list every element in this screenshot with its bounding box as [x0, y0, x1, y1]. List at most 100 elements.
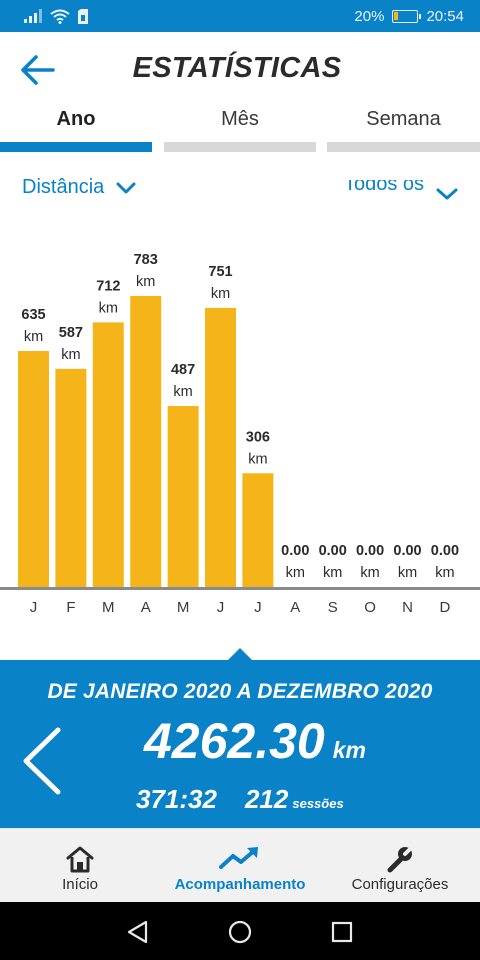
bar — [242, 473, 274, 587]
tab-year-indicator — [0, 142, 152, 152]
bar-unit-label: km — [248, 451, 267, 467]
tab-year[interactable]: Ano — [0, 104, 152, 154]
bottom-navigation: Início Acompanhamento Configurações — [0, 828, 480, 902]
bar — [55, 368, 87, 587]
bar-unit-label: km — [286, 565, 305, 581]
bar-unit-label: km — [398, 565, 417, 581]
status-icons-right: 20% 20:54 — [354, 6, 464, 26]
bar-value-label: 635 — [21, 307, 45, 323]
page-title: ESTATÍSTICAS — [132, 52, 342, 84]
bar-unit-label: km — [99, 300, 118, 316]
bar-unit-label: km — [323, 565, 342, 581]
nav-item-home-label: Início — [62, 876, 98, 893]
x-tick-label: O — [364, 599, 376, 616]
tab-week-label: Semana — [366, 108, 441, 130]
metric-dropdown[interactable]: Distância — [22, 176, 136, 199]
bar-unit-label: km — [24, 329, 43, 345]
bar-value-label: 0.00 — [393, 543, 421, 559]
recents-square-icon[interactable] — [328, 918, 356, 946]
arrow-left-icon — [21, 55, 55, 85]
nav-item-tracking[interactable]: Acompanhamento — [160, 829, 320, 903]
trend-up-icon — [219, 847, 258, 869]
wifi-icon — [50, 9, 70, 24]
x-tick-label: M — [102, 599, 115, 616]
bar-unit-label: km — [211, 286, 230, 302]
summary-meta: 371:32 212 sessões — [136, 784, 344, 815]
bar-unit-label: km — [136, 274, 155, 290]
x-tick-label: A — [141, 599, 151, 616]
status-bar: 20% 20:54 — [0, 0, 480, 32]
signal-icon — [24, 9, 42, 23]
bar-value-label: 712 — [96, 278, 120, 294]
bar-value-label: 751 — [208, 264, 232, 280]
activity-dropdown-label: Todos os — [344, 180, 425, 195]
sessions-count: 212 — [244, 784, 289, 814]
bar-unit-label: km — [360, 565, 379, 581]
battery-fill — [394, 11, 399, 20]
x-tick-label: N — [402, 599, 413, 616]
metric-dropdown-label: Distância — [22, 176, 105, 198]
battery-percent: 20% — [354, 7, 385, 25]
nav-item-settings-label: Configurações — [351, 876, 449, 893]
summary-pointer — [228, 648, 252, 660]
sim-icon — [78, 8, 88, 24]
total-distance-value: 4262.30 — [144, 713, 325, 769]
activity-dropdown[interactable]: Todos os — [340, 180, 470, 200]
tab-week[interactable]: Semana — [327, 104, 480, 154]
bar-unit-label: km — [435, 565, 454, 581]
x-tick-label: F — [66, 599, 75, 616]
total-distance-unit: km — [332, 737, 366, 763]
x-tick-label: S — [328, 599, 338, 616]
total-duration: 371:32 — [136, 784, 217, 814]
summary-total: 4262.30 km — [144, 712, 366, 770]
distance-bar-chart: 635 km J 587 km F 712 km M 783 km A 487 km M 751 km J 306 k… — [0, 252, 480, 616]
sessions-label: sessões — [292, 796, 344, 811]
tab-month-label: Mês — [221, 108, 259, 130]
bar — [92, 322, 124, 587]
bar — [130, 296, 162, 587]
back-triangle-icon[interactable] — [124, 918, 152, 946]
x-tick-label: J — [217, 599, 225, 616]
tab-year-label: Ano — [56, 108, 96, 130]
bar — [18, 351, 49, 587]
nav-item-home[interactable]: Início — [0, 829, 160, 903]
previous-period-button[interactable] — [18, 726, 66, 796]
bar-value-label: 487 — [171, 362, 195, 378]
x-tick-label: A — [290, 599, 300, 616]
bar — [167, 406, 199, 587]
x-tick-label: D — [439, 599, 450, 616]
nav-item-tracking-label: Acompanhamento — [174, 876, 306, 893]
bar-value-label: 0.00 — [431, 543, 459, 559]
chevron-left-icon — [23, 727, 61, 795]
header: ESTATÍSTICAS — [0, 32, 480, 106]
tab-month-indicator — [164, 142, 316, 152]
x-axis-line — [0, 587, 480, 590]
tab-month[interactable]: Mês — [164, 104, 316, 154]
bar-value-label: 783 — [134, 252, 158, 268]
back-button[interactable] — [16, 50, 58, 90]
chevron-down-icon — [116, 182, 136, 193]
bar-value-label: 0.00 — [356, 543, 384, 559]
status-icons-left — [24, 8, 88, 24]
nav-item-settings[interactable]: Configurações — [320, 829, 480, 903]
wrench-icon — [387, 845, 414, 873]
period-tabs: Ano Mês Semana — [0, 104, 480, 154]
bar-value-label: 587 — [59, 325, 83, 341]
clock: 20:54 — [426, 7, 464, 25]
sessions-count-wrap: 212 sessões — [245, 784, 344, 815]
bar-value-label: 0.00 — [319, 543, 347, 559]
tab-week-indicator — [327, 142, 480, 152]
summary-period: DE JANEIRO 2020 A DEZEMBRO 2020 — [47, 680, 433, 703]
home-icon — [66, 846, 94, 873]
battery-icon — [392, 9, 422, 23]
summary-panel: DE JANEIRO 2020 A DEZEMBRO 2020 4262.30 … — [0, 660, 480, 828]
x-tick-label: M — [177, 599, 190, 616]
bar-value-label: 306 — [246, 429, 270, 445]
x-tick-label: J — [254, 599, 262, 616]
chevron-down-icon — [436, 188, 458, 200]
bar-unit-label: km — [61, 347, 80, 363]
home-circle-icon[interactable] — [226, 918, 254, 946]
bar — [205, 307, 236, 587]
bar-unit-label: km — [173, 384, 192, 400]
